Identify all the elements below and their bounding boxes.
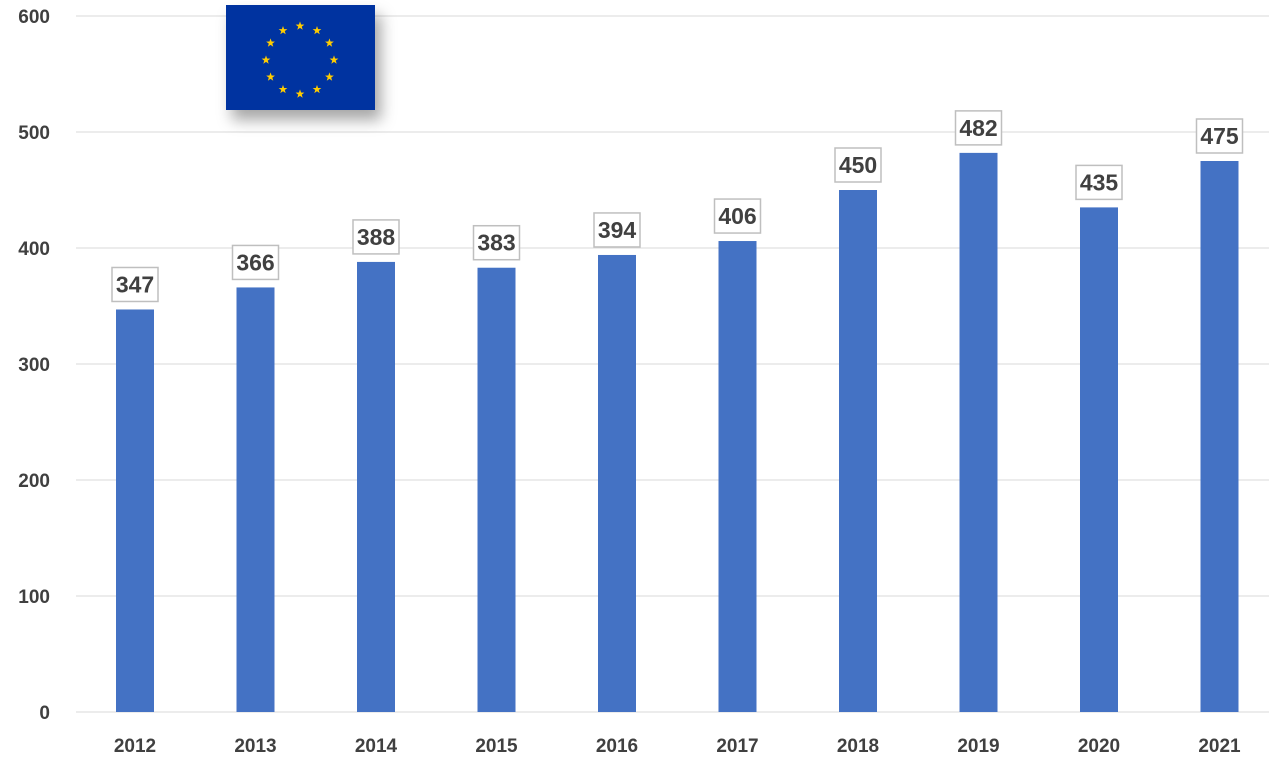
data-label-text: 366 — [236, 249, 274, 275]
flag-star-icon — [325, 38, 334, 47]
data-label: 406 — [713, 198, 762, 234]
data-label: 475 — [1195, 118, 1244, 154]
flag-star-icon — [312, 84, 322, 94]
data-label-text: 388 — [357, 224, 396, 250]
x-tick-label: 2013 — [234, 736, 276, 757]
data-label-text: 475 — [1200, 123, 1239, 149]
flag-star-icon — [329, 55, 339, 64]
flag-star-icon — [278, 84, 288, 94]
bar — [598, 254, 636, 712]
data-label-box — [111, 266, 159, 303]
flag-star-icon — [295, 21, 305, 30]
data-label: 347 — [111, 266, 159, 303]
y-tick-label: 200 — [18, 471, 50, 492]
x-tick-label: 2018 — [837, 736, 879, 757]
data-label-box — [352, 219, 400, 255]
data-label: 450 — [834, 147, 882, 183]
flag-star-icon — [278, 25, 288, 35]
x-tick-label: 2016 — [596, 736, 638, 757]
bar — [477, 267, 516, 712]
bars — [116, 152, 1239, 713]
bar — [1200, 161, 1239, 712]
data-label-box — [713, 198, 762, 234]
y-tick-label: 600 — [18, 7, 50, 28]
flag-star-icon — [325, 72, 334, 81]
data-label-box — [1195, 118, 1244, 154]
y-tick-label: 500 — [18, 123, 50, 144]
flag-star-icon — [295, 89, 305, 98]
bar — [839, 190, 877, 712]
x-tick-label: 2015 — [475, 736, 518, 757]
x-tick-label: 2021 — [1198, 736, 1241, 757]
data-label-text: 394 — [598, 217, 637, 243]
eu-flag-graphic — [226, 5, 375, 110]
bar — [116, 309, 154, 712]
data-label: 366 — [231, 244, 280, 281]
bar — [959, 152, 998, 712]
data-label-box — [834, 147, 882, 183]
eu-flag-icon — [226, 5, 375, 110]
data-label-box — [231, 244, 280, 281]
data-label-text: 383 — [477, 230, 515, 256]
bar — [357, 261, 395, 712]
data-label: 435 — [1075, 164, 1123, 201]
data-label-text: 435 — [1080, 169, 1119, 195]
data-label-text: 482 — [959, 115, 997, 141]
bar — [718, 241, 757, 713]
data-label-text: 347 — [116, 271, 154, 297]
y-tick-label: 0 — [39, 703, 50, 724]
data-label-text: 406 — [718, 203, 756, 229]
y-axis-ticks: 0 100 200 300 400 500 600 — [18, 7, 50, 724]
data-label: 394 — [593, 212, 641, 248]
data-label: 388 — [352, 219, 400, 255]
data-label-box — [472, 224, 521, 261]
x-tick-label: 2019 — [957, 736, 999, 757]
data-label-box — [593, 212, 641, 248]
flag-star-icon — [266, 38, 275, 47]
data-label-box — [1075, 164, 1123, 201]
data-label-text: 450 — [839, 152, 877, 178]
x-tick-label: 2017 — [716, 736, 758, 757]
y-tick-label: 400 — [18, 239, 50, 260]
x-tick-label: 2012 — [114, 736, 156, 757]
flag-star-icon — [261, 55, 271, 64]
x-axis-ticks: 2012 2013 2014 2015 2016 2017 2018 2019 2020 2021 — [114, 736, 1241, 757]
data-label: 383 — [472, 224, 521, 261]
x-tick-label: 2020 — [1078, 736, 1120, 757]
flag-star-icon — [312, 25, 322, 35]
flag-star-icon — [266, 72, 275, 81]
data-labels: 347 366 388 383 394 406 450 482 435 475 — [111, 110, 1244, 303]
y-tick-label: 300 — [18, 355, 50, 376]
bar — [1080, 207, 1118, 712]
data-label-box — [954, 110, 1003, 146]
bar — [236, 287, 275, 712]
x-tick-label: 2014 — [355, 736, 398, 757]
data-label: 482 — [954, 110, 1003, 146]
y-tick-label: 100 — [18, 587, 50, 608]
